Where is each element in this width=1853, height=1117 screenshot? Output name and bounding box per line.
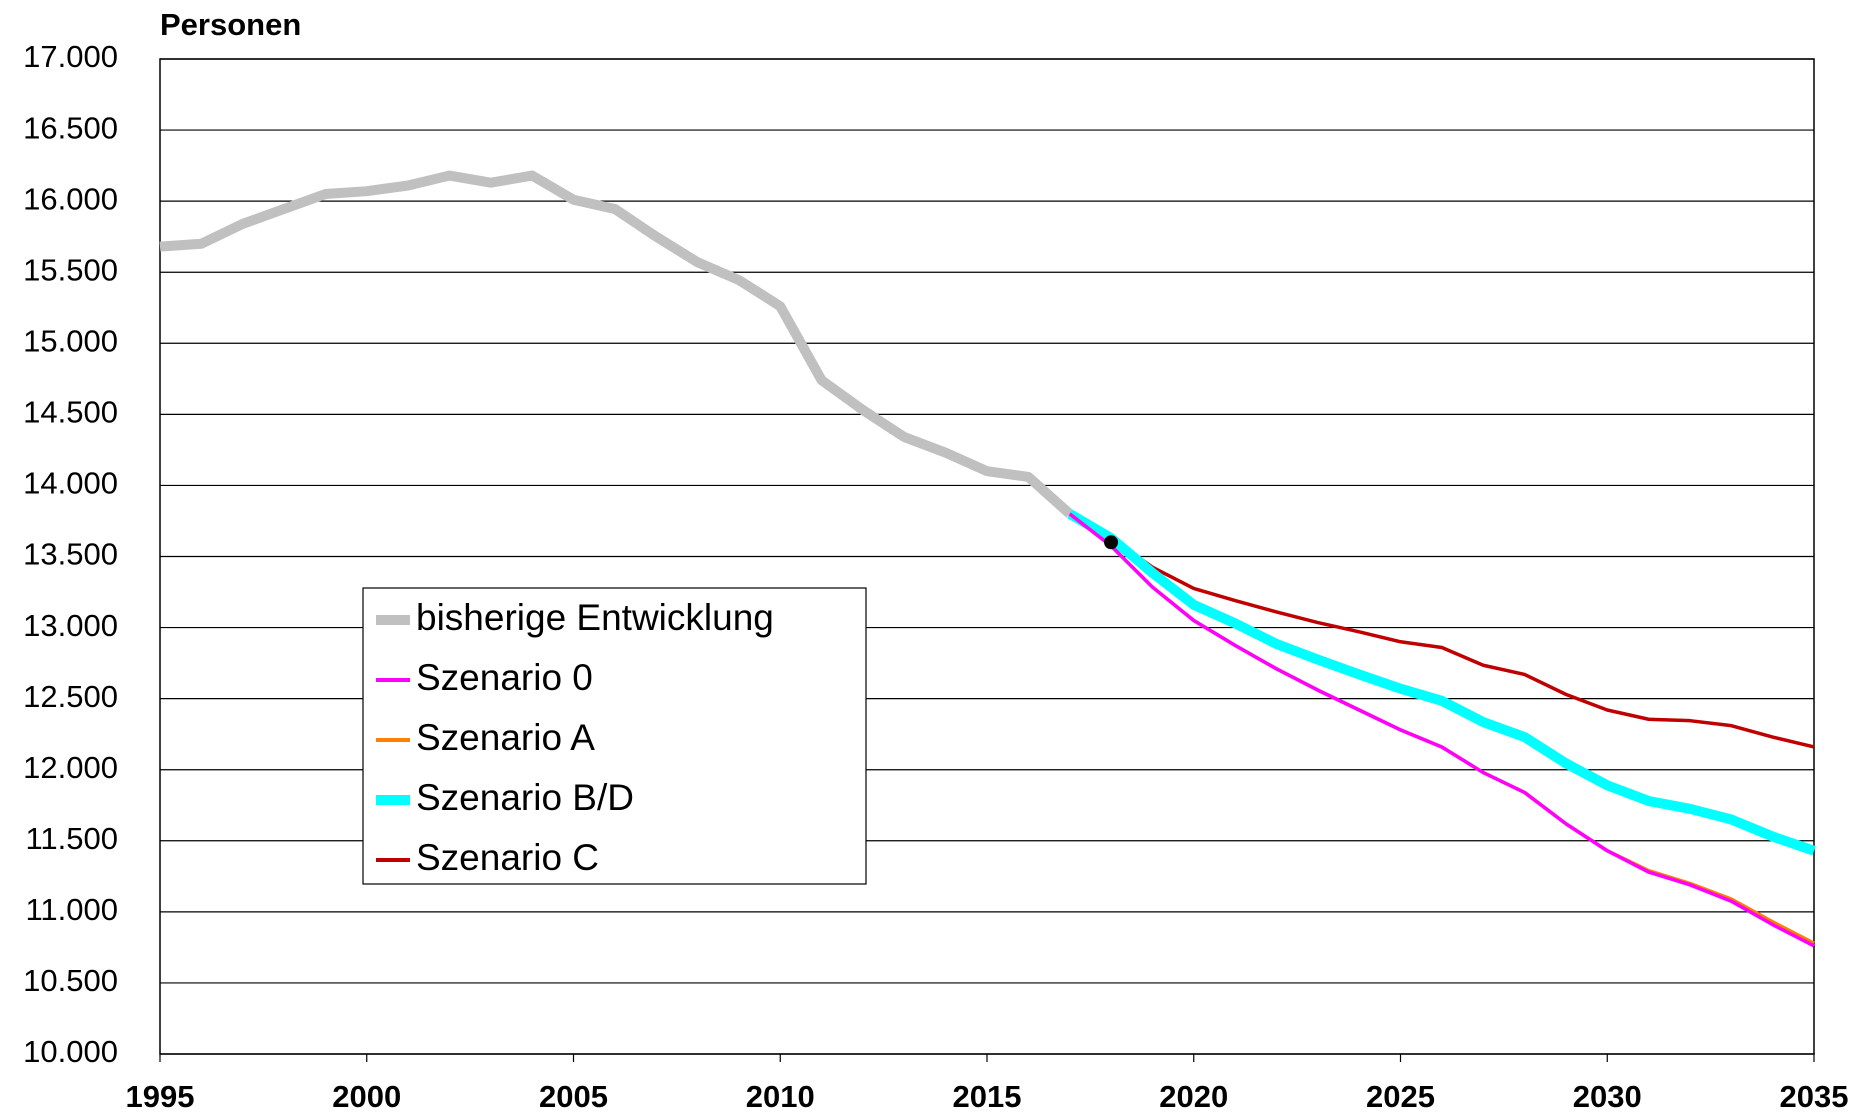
y-tick-label: 10.500 <box>23 963 118 998</box>
y-tick-label: 17.000 <box>23 39 118 74</box>
y-tick-label: 14.500 <box>23 395 118 430</box>
series-line <box>1068 512 1815 948</box>
x-tick-label: 2035 <box>1780 1079 1849 1114</box>
legend-box <box>362 587 867 885</box>
y-tick-label: 10.000 <box>23 1034 118 1069</box>
legend-label: Szenario A <box>416 717 595 758</box>
x-tick-label: 2025 <box>1366 1079 1435 1114</box>
series-line <box>1067 509 1816 856</box>
legend-label: Szenario C <box>416 837 599 878</box>
y-tick-label: 14.000 <box>23 466 118 501</box>
x-tick-label: 2020 <box>1159 1079 1228 1114</box>
x-tick-label: 2015 <box>953 1079 1022 1114</box>
plot-frame <box>159 58 1815 1055</box>
x-tick-label: 2010 <box>746 1079 815 1114</box>
y-tick-label: 16.500 <box>23 110 118 145</box>
y-tick-label: 12.000 <box>23 750 118 785</box>
y-tick-label: 11.000 <box>25 892 118 927</box>
series-line <box>159 170 1074 518</box>
y-axis-label: Personen <box>160 7 301 42</box>
x-tick-label: 1995 <box>126 1079 195 1114</box>
y-tick-label: 11.500 <box>25 821 118 856</box>
series-line <box>1068 512 1815 749</box>
x-tick-label: 2005 <box>539 1079 608 1114</box>
marker-point <box>1104 535 1119 550</box>
y-tick-label: 15.000 <box>23 323 118 358</box>
y-tick-label: 12.500 <box>23 679 118 714</box>
legend-label: Szenario 0 <box>416 657 593 698</box>
y-tick-label: 13.500 <box>23 537 118 572</box>
series-line <box>1068 512 1815 945</box>
x-tick-label: 2030 <box>1573 1079 1642 1114</box>
y-tick-label: 16.000 <box>23 181 118 216</box>
legend-label: bisherige Entwicklung <box>416 597 774 638</box>
y-tick-label: 15.500 <box>23 252 118 287</box>
legend-label: Szenario B/D <box>416 777 634 818</box>
x-tick-label: 2000 <box>332 1079 401 1114</box>
y-tick-label: 13.000 <box>23 608 118 643</box>
